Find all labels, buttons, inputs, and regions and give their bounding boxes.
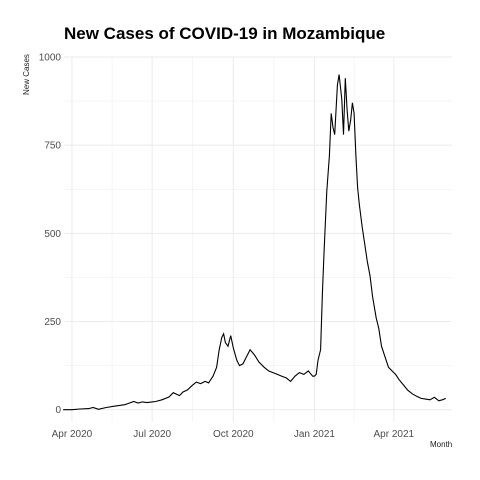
x-ticks: Apr 2020 Jul 2020 Oct 2020 Jan 2021 Apr 2021 <box>52 429 415 440</box>
y-tick-label: 250 <box>44 317 61 328</box>
x-tick-label: Jul 2020 <box>133 429 171 440</box>
x-tick-label: Jan 2021 <box>294 429 336 440</box>
y-tick-label: 750 <box>44 141 61 152</box>
x-tick-label: Apr 2020 <box>52 429 93 440</box>
chart-title: New Cases of COVID-19 in Mozambique <box>64 24 386 43</box>
y-tick-label: 1000 <box>39 53 62 64</box>
x-axis-label: Month <box>430 440 453 449</box>
series-line <box>63 74 447 411</box>
y-tick-label: 0 <box>55 405 61 416</box>
y-ticks: 0 250 500 750 1000 <box>39 53 62 417</box>
y-tick-label: 500 <box>44 229 61 240</box>
x-tick-label: Apr 2021 <box>374 429 415 440</box>
grid <box>64 56 452 422</box>
x-tick-label: Oct 2020 <box>213 429 254 440</box>
